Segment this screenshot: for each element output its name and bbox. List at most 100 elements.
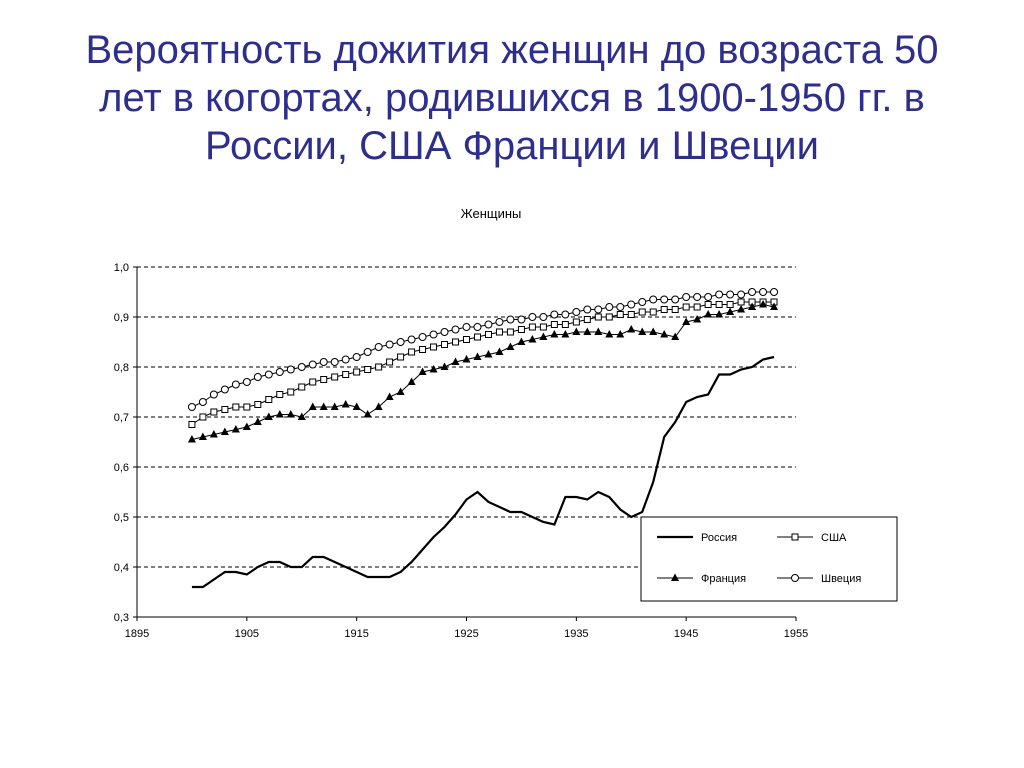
series-3-point <box>275 410 284 418</box>
series-2-point <box>737 298 745 306</box>
series-2-point <box>353 368 361 376</box>
series-2-point <box>682 303 690 311</box>
series-4-point <box>671 295 680 304</box>
series-2-point <box>342 371 350 378</box>
y-tick-label: 0,3 <box>114 612 129 624</box>
series-4-point <box>517 315 526 324</box>
series-4-point <box>660 295 669 304</box>
series-2-point <box>660 306 668 313</box>
series-4-point <box>231 380 240 389</box>
series-3-point <box>319 402 328 410</box>
series-3-point <box>352 402 361 410</box>
series-2-point <box>265 396 273 403</box>
series-3-point <box>187 435 196 443</box>
series-4-point <box>616 303 625 311</box>
series-2-point <box>463 336 470 343</box>
series-4-point <box>396 338 405 346</box>
series-3-point <box>682 317 691 325</box>
series-2-point <box>430 343 438 351</box>
y-tick-label: 0,9 <box>114 312 129 324</box>
legend-swatch-marker <box>671 573 679 581</box>
series-4-point <box>418 333 427 341</box>
series-3-point <box>286 410 295 418</box>
y-tick-label: 0,7 <box>114 412 129 424</box>
series-3-point <box>605 330 614 338</box>
x-tick-label: 1945 <box>674 628 698 640</box>
slide-title-line-1: Вероятность дожития женщин до возраста 5… <box>85 28 939 72</box>
series-3-point <box>583 327 592 335</box>
series-3-point <box>660 330 669 338</box>
series-2-point <box>649 308 657 316</box>
series-4-point <box>715 290 724 299</box>
series-4-point <box>297 363 306 371</box>
series-4-point <box>264 370 273 379</box>
series-3-point <box>418 367 427 375</box>
series-3-point <box>693 315 702 323</box>
series-4-point <box>726 290 735 299</box>
legend-swatch-marker <box>791 533 799 541</box>
series-3-point <box>220 427 229 435</box>
series-3-point <box>737 305 746 313</box>
series-2-point <box>539 323 547 331</box>
x-tick-label: 1935 <box>564 628 588 640</box>
legend-label: Швеция <box>821 573 861 585</box>
series-2-point <box>484 331 492 338</box>
series-3-point <box>242 422 251 430</box>
series-2-point <box>419 346 427 353</box>
series-3-point <box>374 402 383 410</box>
series-3-point <box>517 337 526 345</box>
series-4-point <box>198 398 207 406</box>
x-tick-label: 1895 <box>125 628 149 640</box>
series-3-point <box>528 335 537 343</box>
series-2-point <box>309 378 317 386</box>
series-2-point <box>397 353 405 361</box>
series-2-point <box>276 391 284 398</box>
series-2-point <box>517 326 525 333</box>
series-3-point <box>451 357 460 365</box>
y-tick-label: 0,5 <box>114 512 129 524</box>
series-4-point <box>440 328 449 336</box>
series-2-point <box>210 408 218 416</box>
series-4-point <box>341 355 350 364</box>
series-4-point <box>627 300 636 309</box>
legend-swatch-marker <box>791 574 799 582</box>
series-3-point <box>649 327 658 335</box>
series-2-point <box>572 318 580 326</box>
series-4-point <box>506 315 515 324</box>
series-4-point <box>605 303 614 311</box>
series-4-point <box>594 305 603 314</box>
x-tick-label: 1925 <box>454 628 478 640</box>
series-3-point <box>561 330 570 338</box>
legend-label: Франция <box>701 573 746 585</box>
series-3-point <box>627 325 636 333</box>
series-4-point <box>286 365 295 374</box>
series-2-point <box>441 341 449 348</box>
series-4-point <box>451 325 460 334</box>
series-2-point <box>605 313 613 321</box>
series-4-point <box>187 403 196 411</box>
series-3-point <box>297 412 306 420</box>
series-4-point <box>253 373 262 381</box>
series-4-point <box>759 288 768 296</box>
series-2-point <box>616 311 624 318</box>
series-4-point <box>539 313 548 321</box>
series-2-point <box>320 376 328 383</box>
legend: Россия США Франция Швеция <box>640 516 898 602</box>
series-3-point <box>726 307 735 315</box>
series-2-point <box>386 358 394 366</box>
series-2-point <box>473 333 481 341</box>
series-4-point <box>638 298 647 306</box>
series-2-point <box>506 328 514 336</box>
series-3-point <box>363 410 372 418</box>
series-4-point <box>748 288 757 296</box>
series-3-point <box>671 332 680 340</box>
series-4-point <box>462 323 471 331</box>
series-2-point <box>561 321 569 328</box>
series-2-point <box>638 308 646 316</box>
series-2-point <box>704 301 712 308</box>
series-3-point <box>748 302 757 310</box>
y-tick-label: 1,0 <box>114 262 129 274</box>
series-3-point <box>550 330 559 338</box>
series-3-point <box>253 417 262 425</box>
